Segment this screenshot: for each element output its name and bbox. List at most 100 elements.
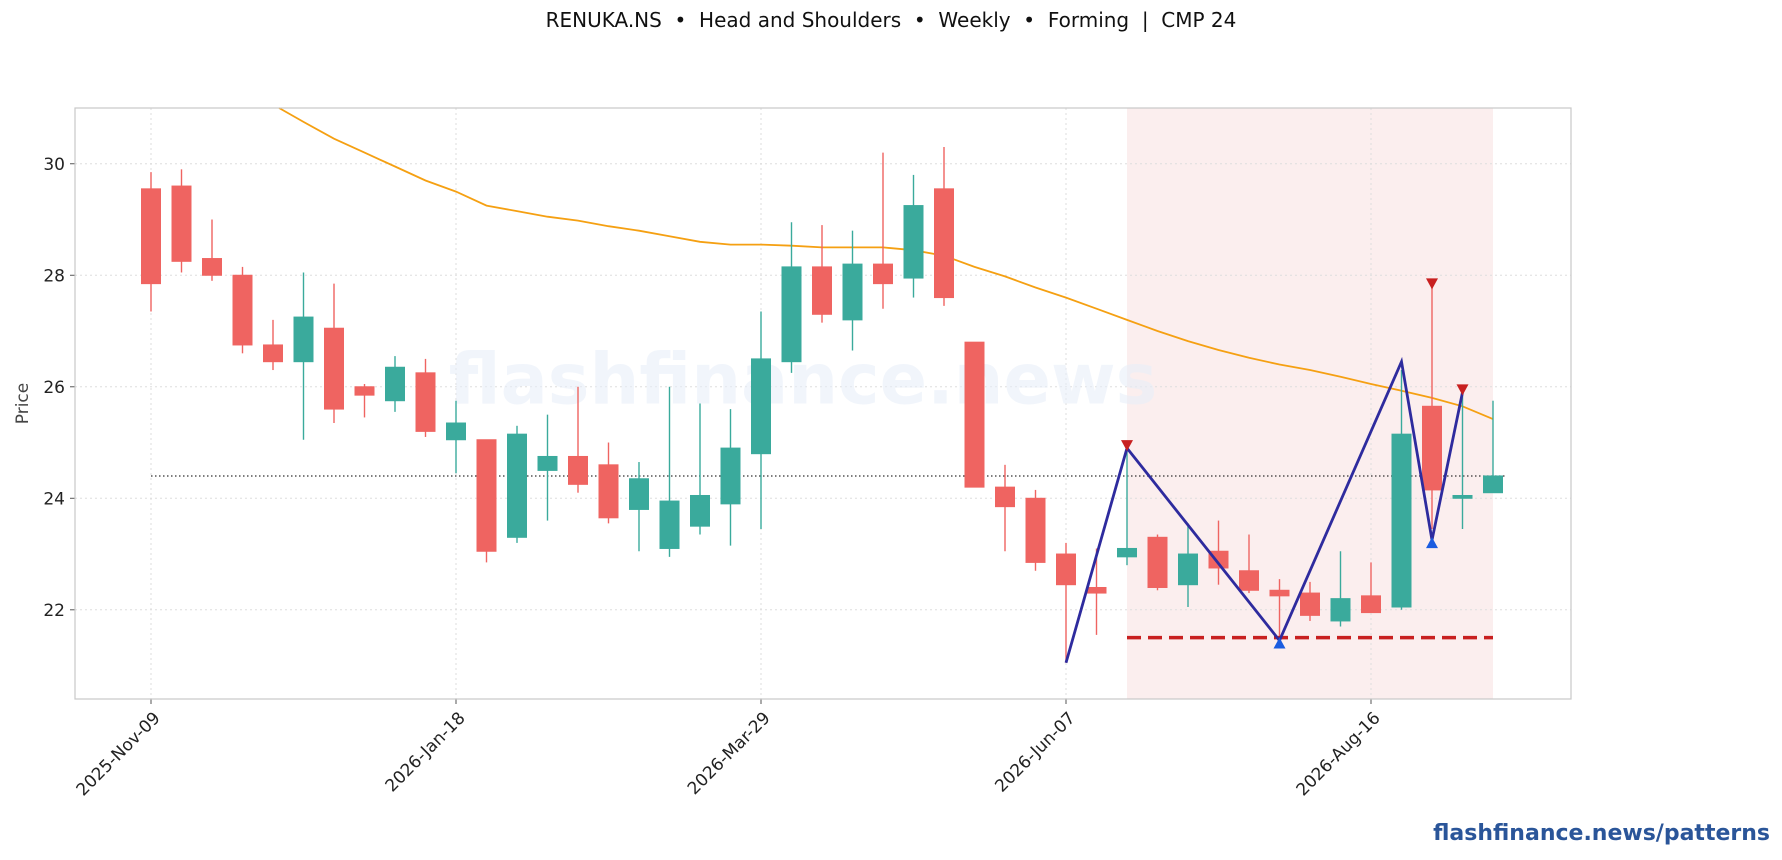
candle — [1147, 534, 1168, 591]
candle-body — [751, 358, 771, 455]
candle — [781, 222, 802, 373]
x-tick-label: 2026-Jun-07 — [991, 708, 1079, 796]
candle-body — [1117, 547, 1137, 558]
candle — [1178, 523, 1198, 608]
peak-marker — [1456, 384, 1469, 396]
candle-body — [232, 274, 253, 346]
candle-body — [1361, 595, 1381, 614]
candle-body — [415, 372, 436, 432]
candle — [385, 356, 405, 412]
candle-body — [263, 344, 283, 363]
candle-body — [568, 455, 588, 485]
candle — [690, 403, 710, 535]
y-tick-label: 24 — [43, 489, 65, 509]
peak-marker — [1426, 278, 1438, 290]
candle-body — [293, 316, 314, 363]
candle-body — [202, 258, 222, 276]
candle — [476, 439, 497, 563]
candle-body — [1452, 494, 1473, 499]
candle — [1361, 562, 1381, 614]
candle — [720, 409, 741, 546]
candle-body — [141, 188, 161, 285]
candle — [446, 400, 466, 474]
candle-body — [354, 386, 375, 396]
pattern-line — [1064, 356, 1464, 664]
y-axis-label: Price — [13, 383, 33, 424]
candle-body — [690, 494, 710, 527]
candle — [1239, 534, 1259, 594]
x-tick-label: 2026-Jan-18 — [382, 708, 470, 796]
candle — [659, 386, 680, 557]
candle-body — [446, 422, 466, 441]
candle — [751, 311, 771, 529]
candle — [263, 319, 283, 371]
candle — [1330, 551, 1351, 627]
candle-body — [385, 366, 405, 402]
candle — [354, 383, 375, 418]
candle-body — [659, 500, 680, 549]
candle — [629, 462, 649, 552]
candle — [1452, 392, 1473, 529]
candle-body — [1391, 433, 1412, 608]
x-tick-label: 2025-Nov-09 — [73, 708, 165, 800]
candle-body — [934, 188, 954, 299]
candle — [903, 174, 924, 298]
candle-body — [537, 455, 558, 471]
y-tick-label: 22 — [43, 601, 65, 621]
footer-link[interactable]: flashfinance.news/patterns — [1433, 821, 1770, 846]
candle-body — [1483, 475, 1503, 494]
candle — [293, 272, 314, 440]
candle-body — [995, 486, 1015, 508]
candle-body — [781, 266, 802, 363]
candle — [1025, 489, 1046, 571]
candle-body — [1269, 589, 1290, 597]
x-tick-label: 2026-Mar-29 — [684, 708, 775, 799]
chart-title: RENUKA.NS • Head and Shoulders • Weekly … — [545, 8, 1237, 32]
candle — [598, 442, 619, 524]
peak-marker — [1121, 440, 1133, 452]
candle-body — [1147, 536, 1168, 588]
candle-body — [507, 433, 527, 538]
candle-body — [873, 263, 893, 285]
candle-body — [1025, 497, 1046, 563]
candle — [507, 425, 527, 543]
y-tick-label: 28 — [43, 266, 65, 286]
candle — [1300, 581, 1320, 621]
candle — [1056, 542, 1076, 663]
candle-body — [1178, 553, 1198, 586]
candle — [812, 225, 832, 323]
candle — [964, 341, 985, 488]
candle — [232, 266, 253, 354]
candle-body — [964, 341, 985, 488]
trough-marker — [1273, 637, 1286, 649]
candle — [171, 169, 192, 273]
candle — [568, 386, 588, 493]
candle — [1422, 286, 1442, 529]
candle-body — [842, 263, 863, 321]
candle-body — [1422, 405, 1442, 491]
candle-body — [1300, 592, 1320, 616]
plot-frame — [74, 107, 1572, 700]
candle — [873, 152, 893, 309]
candle — [415, 358, 436, 437]
candle-body — [1330, 598, 1351, 622]
x-tick-label: 2026-Aug-16 — [1293, 708, 1385, 800]
candle — [1269, 579, 1290, 638]
candle-body — [1086, 586, 1107, 594]
candle — [324, 283, 344, 424]
candle-body — [1056, 553, 1076, 586]
candle-body — [1239, 570, 1259, 591]
candle-body — [476, 439, 497, 552]
y-tick-label: 26 — [43, 378, 65, 398]
candle — [141, 172, 161, 312]
candle-body — [720, 447, 741, 505]
candle — [202, 219, 222, 281]
candle — [1391, 370, 1412, 610]
candle-body — [598, 464, 619, 519]
candle-body — [171, 185, 192, 262]
candle — [934, 147, 954, 306]
trough-marker — [1426, 537, 1438, 549]
candle — [1483, 400, 1503, 494]
watermark: flashfinance.news — [449, 339, 1158, 421]
candle — [842, 230, 863, 351]
